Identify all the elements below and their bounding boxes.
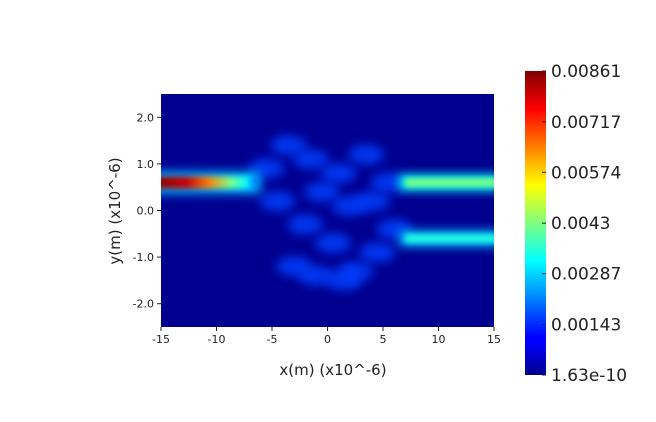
x-tick-label: -10 (208, 333, 226, 346)
x-axis-ticks: -15 -10 -5 0 5 10 15 (152, 327, 501, 346)
interference-blob (353, 191, 390, 212)
x-tick-label: 10 (432, 333, 446, 346)
colorbar: 0.00861 0.00717 0.00574 0.0043 0.00287 0.0014… (525, 62, 627, 386)
interference-blob (298, 265, 335, 286)
interference-blob (292, 149, 329, 170)
output-waveguide-core (405, 234, 494, 243)
y-tick-label: -1.0 (133, 251, 154, 264)
colorbar-ticks: 0.00861 0.00717 0.00574 0.0043 0.00287 0.0014… (542, 62, 627, 386)
y-axis-label: y(m) (x10^-6) (106, 157, 124, 264)
y-axis-ticks: 2.0 1.0 0.0 -1.0 -2.0 (133, 111, 161, 311)
colorbar-tick-label: 0.0043 (551, 214, 610, 234)
colorbar-gradient (525, 71, 546, 375)
colorbar-tick-label: 1.63e-10 (551, 366, 627, 386)
x-axis-label: x(m) (x10^-6) (279, 361, 386, 379)
interference-blob (370, 172, 407, 193)
interference-blob (315, 233, 352, 254)
interference-blob (326, 270, 363, 291)
interference-blob (320, 163, 357, 184)
y-tick-label: -2.0 (133, 298, 154, 311)
x-tick-label: -5 (267, 333, 278, 346)
output-waveguide-core (405, 178, 494, 187)
colorbar-tick-label: 0.00574 (551, 163, 621, 183)
y-tick-label: 1.0 (137, 158, 155, 171)
x-tick-label: 0 (324, 333, 331, 346)
x-tick-label: -15 (152, 333, 170, 346)
field-intensity (161, 135, 494, 291)
colorbar-tick-label: 0.00143 (551, 316, 621, 336)
interference-blob (348, 144, 385, 165)
interference-blob (270, 135, 307, 156)
colorbar-tick-label: 0.00287 (551, 265, 621, 285)
heatmap-background (161, 94, 494, 327)
colorbar-tick-label: 0.00861 (551, 62, 621, 82)
plot-area (161, 94, 494, 327)
interference-blob (287, 214, 324, 235)
colorbar-tick-label: 0.00717 (551, 113, 621, 133)
x-tick-label: 5 (380, 333, 387, 346)
interference-blob (303, 181, 340, 202)
y-tick-label: 2.0 (137, 111, 155, 124)
input-waveguide-core (161, 176, 257, 189)
interference-blob (259, 191, 296, 212)
x-tick-label: 15 (487, 333, 501, 346)
y-tick-label: 0.0 (137, 205, 155, 218)
interference-blob (359, 242, 396, 263)
